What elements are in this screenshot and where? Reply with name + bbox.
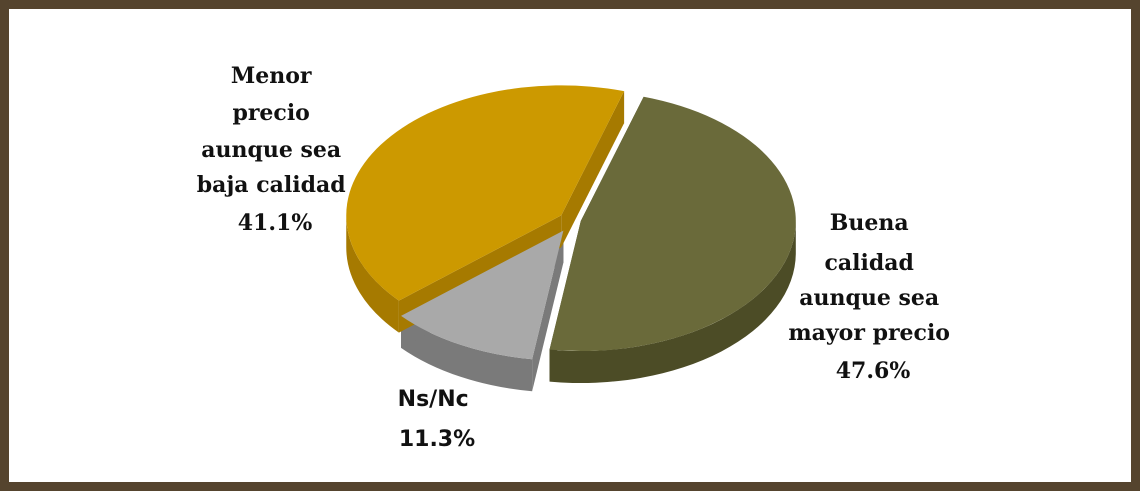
slice-ns-nc-side <box>401 315 533 392</box>
label-ns-nc: Ns/Nc 11.3% <box>398 387 477 452</box>
slice-buena-calidad-side <box>549 221 796 384</box>
value-label-ns-nc: 11.3% <box>399 427 475 452</box>
pie-slices <box>346 85 796 392</box>
value-label-buena-calidad: 47.6% <box>836 358 911 384</box>
slice-menor-precio <box>346 85 625 301</box>
label-buena-calidad: Buena calidad aunque sea mayor precio 47… <box>788 210 957 384</box>
label-menor-precio: Menor precio aunque sea baja calidad 41.… <box>197 63 354 236</box>
slice-ns-nc <box>401 230 564 360</box>
slice-menor-precio-side <box>346 215 399 333</box>
slice-menor-precio-cut-1 <box>561 91 625 248</box>
slice-ns-nc-cut-0 <box>532 230 564 392</box>
slice-buena-calidad <box>549 96 796 352</box>
value-label-menor-precio: 41.1% <box>238 210 313 236</box>
